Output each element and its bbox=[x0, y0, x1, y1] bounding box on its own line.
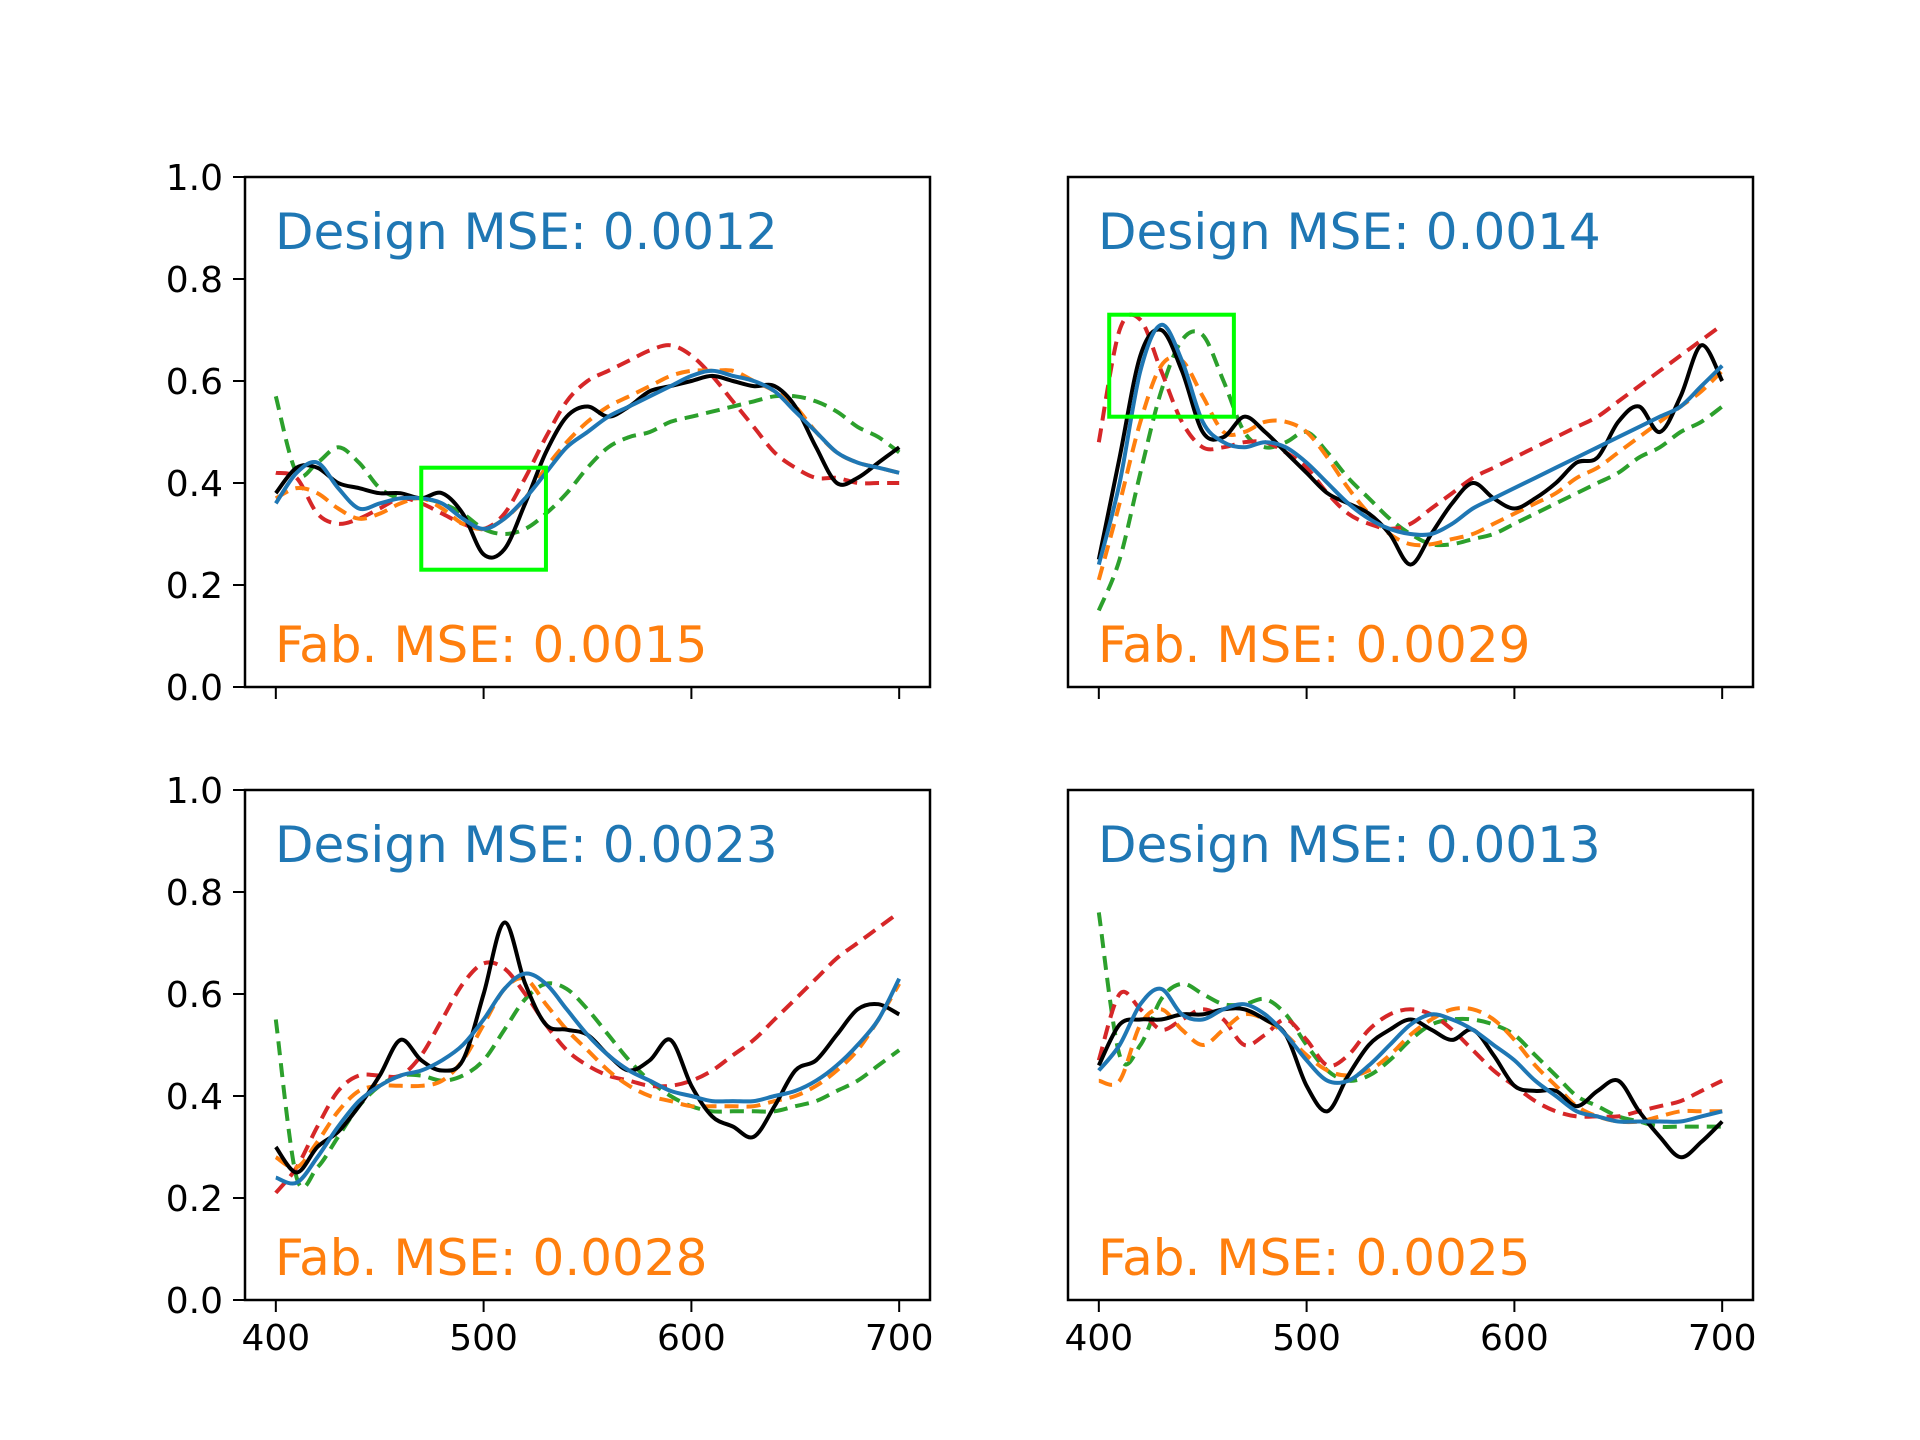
y-tick-label: 0.0 bbox=[166, 1281, 223, 1322]
fab-mse-label: Fab. MSE: 0.0015 bbox=[275, 616, 708, 674]
series-line-blue bbox=[275, 971, 901, 1186]
series-line-black bbox=[274, 373, 901, 560]
y-tick-label: 1.0 bbox=[166, 771, 223, 812]
panel-2: Design MSE: 0.0014 Fab. MSE: 0.0029 bbox=[1066, 175, 1755, 699]
series-line-orange bbox=[1096, 355, 1724, 581]
fab-mse-label: Fab. MSE: 0.0025 bbox=[1098, 1229, 1531, 1287]
series-line-orange bbox=[1098, 1006, 1723, 1125]
y-tick-label: 1.0 bbox=[166, 158, 223, 199]
series-group bbox=[1096, 312, 1724, 612]
series-line-black bbox=[274, 920, 901, 1175]
y-tick-label: 0.4 bbox=[166, 1077, 223, 1118]
x-tick-label: 500 bbox=[1272, 1318, 1341, 1359]
design-mse-label: Design MSE: 0.0014 bbox=[1098, 203, 1601, 261]
fab-mse-label: Fab. MSE: 0.0028 bbox=[275, 1229, 708, 1287]
x-tick-label: 600 bbox=[1480, 1318, 1549, 1359]
series-line-green bbox=[273, 393, 901, 536]
panel-1: 0.0 0.2 0.4 0.6 0.8 1.0 Design MSE: 0.0012 Fab.… bbox=[166, 158, 932, 709]
design-mse-label: Design MSE: 0.0012 bbox=[275, 203, 778, 261]
axes-frame bbox=[1066, 175, 1755, 689]
y-tick-label: 0.0 bbox=[166, 668, 223, 709]
x-tick-label: 600 bbox=[657, 1318, 726, 1359]
highlight-box bbox=[419, 465, 548, 572]
design-mse-label: Design MSE: 0.0023 bbox=[275, 816, 778, 874]
design-mse-label: Design MSE: 0.0013 bbox=[1098, 816, 1601, 874]
y-tick-label: 0.6 bbox=[166, 975, 223, 1016]
y-tick-label: 0.6 bbox=[166, 362, 223, 403]
y-tick-label: 0.8 bbox=[166, 873, 223, 914]
series-line-blue bbox=[274, 368, 900, 531]
x-tick-label: 400 bbox=[241, 1318, 310, 1359]
series-line-red bbox=[1096, 312, 1724, 531]
panel-4: 400 500 600 700 Design MSE: 0.0013 Fab. MSE: … bbox=[1064, 788, 1757, 1359]
series-group bbox=[273, 343, 901, 560]
y-tick-label: 0.2 bbox=[166, 566, 223, 607]
highlight-box bbox=[1107, 312, 1236, 419]
series-group bbox=[1096, 912, 1724, 1160]
series-line-black bbox=[1097, 1006, 1724, 1160]
x-tick-label: 700 bbox=[1688, 1318, 1757, 1359]
series-line-red bbox=[275, 343, 900, 532]
fab-mse-label: Fab. MSE: 0.0029 bbox=[1098, 616, 1531, 674]
axes-frame bbox=[1066, 788, 1755, 1302]
series-line-red bbox=[1096, 989, 1724, 1119]
y-tick-label: 0.4 bbox=[166, 464, 223, 505]
axes-frame bbox=[243, 788, 932, 1302]
series-line-green bbox=[1096, 912, 1723, 1129]
series-line-blue bbox=[1097, 986, 1723, 1124]
x-tick-label: 400 bbox=[1064, 1318, 1133, 1359]
series-line-blue bbox=[1096, 322, 1724, 566]
x-tick-label: 700 bbox=[865, 1318, 934, 1359]
panel-3: 400 500 600 700 0.0 0.2 0.4 0.6 0.8 1.0 Design MSE… bbox=[166, 771, 934, 1359]
axes-frame bbox=[243, 175, 932, 689]
series-line-orange bbox=[274, 368, 900, 532]
series-group bbox=[273, 910, 901, 1195]
x-tick-label: 500 bbox=[449, 1318, 518, 1359]
y-tick-label: 0.2 bbox=[166, 1179, 223, 1220]
series-line-black bbox=[1096, 327, 1724, 567]
y-tick-label: 0.8 bbox=[166, 260, 223, 301]
